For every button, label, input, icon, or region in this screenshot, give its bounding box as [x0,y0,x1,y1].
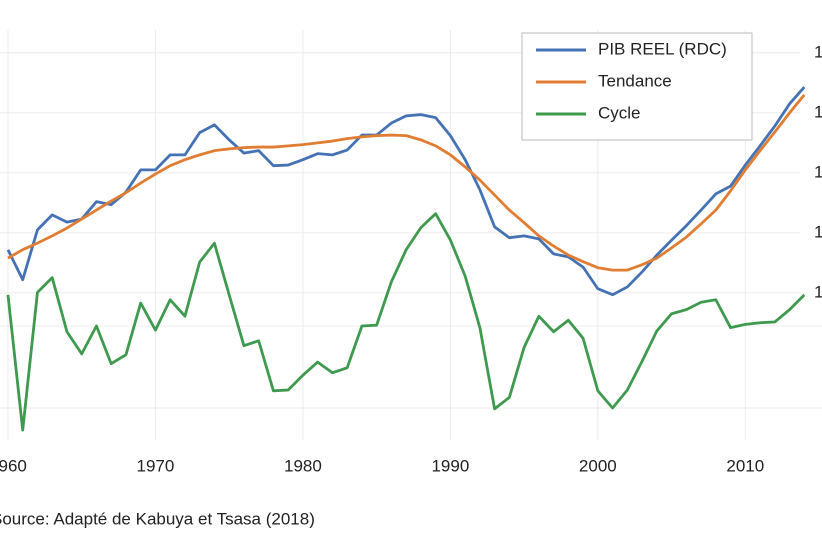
x-tick-label: 1960 [0,456,27,475]
y2-tick-label: 13 [814,102,822,121]
legend-label: Cycle [598,103,641,122]
x-tick-label: 1980 [284,456,322,475]
series-line [6,86,806,297]
series-line [6,212,806,432]
x-tick-label: 1990 [431,456,469,475]
x-tick-label: 2000 [579,456,617,475]
series-line [7,93,806,272]
legend: PIB REEL (RDC) Tendance Cycle [521,32,753,141]
y2-tick-label: 11 [814,222,822,241]
legend-label: Tendance [598,71,672,90]
source-note: Source: Adapté de Kabuya et Tsasa (2018) [0,509,315,528]
y2-tick-label: 10 [814,282,822,301]
x-tick-label: 2010 [726,456,764,475]
x-tick-label: 1970 [137,456,175,475]
y2-tick-label: 12 [814,162,822,181]
y2-tick-label: 14 [814,42,822,61]
legend-label: PIB REEL (RDC) [598,39,727,58]
